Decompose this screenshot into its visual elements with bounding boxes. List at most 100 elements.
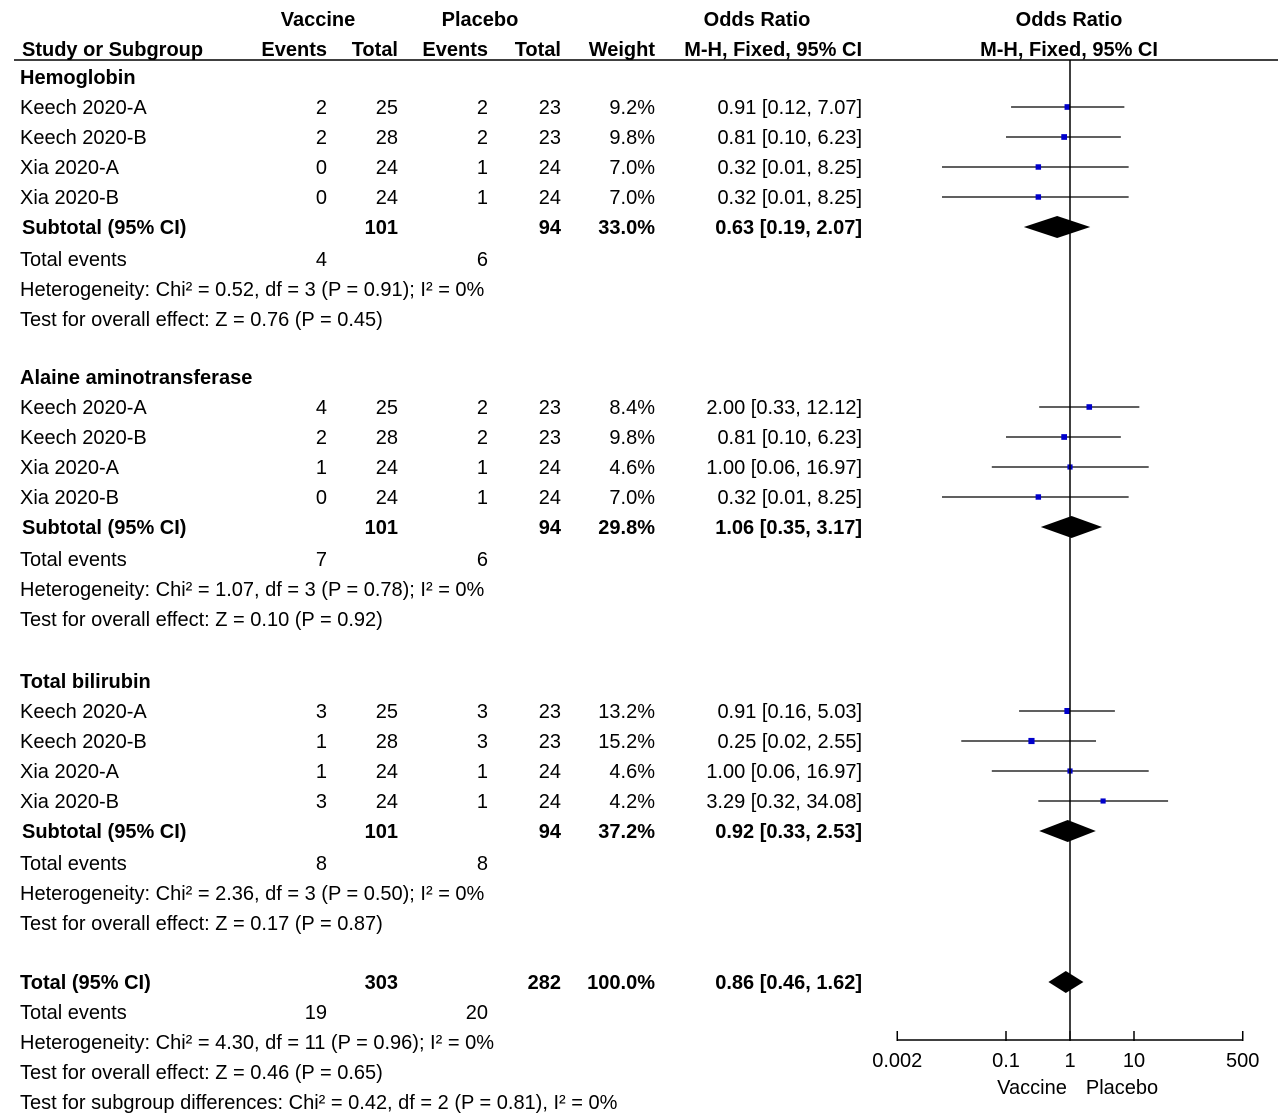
- point-estimate-5: [1086, 404, 1093, 410]
- subgroup-3-subtotal-weight: 37.2%: [598, 821, 655, 843]
- weight-10: 15.2%: [598, 731, 655, 753]
- placebo-total-header: Total: [515, 39, 561, 61]
- total-events-label: Total events: [20, 1002, 127, 1024]
- vaccine-total-7: 24: [376, 457, 398, 479]
- subgroup-2-total-events-label: Total events: [20, 549, 127, 571]
- subgroup-1-overall-effect: Test for overall effect: Z = 0.76 (P = 0…: [20, 309, 383, 331]
- study-name-1: Keech 2020-A: [20, 97, 147, 119]
- point-estimate-1: [1064, 104, 1071, 110]
- placebo-total-9: 23: [539, 701, 561, 723]
- study-name-5: Keech 2020-A: [20, 397, 147, 419]
- vaccine-events-10: 1: [316, 731, 327, 753]
- favours-vaccine-label: Vaccine: [997, 1077, 1067, 1099]
- vaccine-events-5: 4: [316, 397, 327, 419]
- placebo-events-3: 1: [477, 157, 488, 179]
- odds-ratio-ci-3: 0.32 [0.01, 8.25]: [717, 157, 862, 179]
- placebo-events-2: 2: [477, 127, 488, 149]
- subgroup-3-total-events-placebo: 8: [477, 853, 488, 875]
- subgroup-1-subtotal-label: Subtotal (95% CI): [22, 217, 186, 239]
- vaccine-events-7: 1: [316, 457, 327, 479]
- total-diamond: [1048, 971, 1084, 993]
- vaccine-total-12: 24: [376, 791, 398, 813]
- subgroup-2-overall-effect: Test for overall effect: Z = 0.10 (P = 0…: [20, 609, 383, 631]
- placebo-total-6: 23: [539, 427, 561, 449]
- placebo-header: Placebo: [442, 9, 519, 31]
- vaccine-events-9: 3: [316, 701, 327, 723]
- odds-ratio-ci-7: 1.00 [0.06, 16.97]: [706, 457, 862, 479]
- placebo-total-4: 24: [539, 187, 561, 209]
- placebo-events-header: Events: [422, 39, 488, 61]
- study-name-11: Xia 2020-A: [20, 761, 120, 783]
- weight-5: 8.4%: [609, 397, 655, 419]
- total-vaccine-total: 303: [365, 972, 398, 994]
- plot-odds-ratio-header: Odds Ratio: [1016, 9, 1123, 31]
- placebo-total-8: 24: [539, 487, 561, 509]
- method-header: M-H, Fixed, 95% CI: [684, 39, 862, 61]
- odds-ratio-ci-5: 2.00 [0.33, 12.12]: [706, 397, 862, 419]
- point-estimate-6: [1061, 434, 1068, 440]
- study-name-7: Xia 2020-A: [20, 457, 120, 479]
- subgroup-2-subtotal-placebo-total: 94: [539, 517, 562, 539]
- subgroup-1-subtotal-diamond: [1023, 216, 1091, 238]
- subgroup-3-subtotal-placebo-total: 94: [539, 821, 562, 843]
- placebo-events-1: 2: [477, 97, 488, 119]
- subgroup-2-heterogeneity: Heterogeneity: Chi² = 1.07, df = 3 (P = …: [20, 579, 485, 601]
- placebo-events-7: 1: [477, 457, 488, 479]
- weight-12: 4.2%: [609, 791, 655, 813]
- point-estimate-9: [1064, 708, 1071, 714]
- placebo-events-9: 3: [477, 701, 488, 723]
- odds-ratio-ci-4: 0.32 [0.01, 8.25]: [717, 187, 862, 209]
- vaccine-total-4: 24: [376, 187, 398, 209]
- vaccine-total-6: 28: [376, 427, 398, 449]
- x-tick-label-5: 500: [1226, 1050, 1259, 1072]
- vaccine-events-12: 3: [316, 791, 327, 813]
- subgroup-2-subtotal-label: Subtotal (95% CI): [22, 517, 186, 539]
- subgroup-3-subtotal-vaccine-total: 101: [365, 821, 398, 843]
- subgroup-differences: Test for subgroup differences: Chi² = 0.…: [20, 1092, 618, 1114]
- point-estimate-3: [1035, 164, 1042, 170]
- vaccine-events-6: 2: [316, 427, 327, 449]
- subgroup-3-subtotal-label: Subtotal (95% CI): [22, 821, 186, 843]
- x-tick-label-4: 10: [1123, 1050, 1145, 1072]
- odds-ratio-ci-12: 3.29 [0.32, 34.08]: [706, 791, 862, 813]
- subgroup-2-subtotal-diamond: [1040, 516, 1103, 538]
- subgroup-2-subtotal-ci: 1.06 [0.35, 3.17]: [715, 517, 862, 539]
- odds-ratio-header: Odds Ratio: [704, 9, 811, 31]
- odds-ratio-ci-11: 1.00 [0.06, 16.97]: [706, 761, 862, 783]
- weight-9: 13.2%: [598, 701, 655, 723]
- subgroup-1-subtotal-vaccine-total: 101: [365, 217, 398, 239]
- vaccine-total-9: 25: [376, 701, 398, 723]
- study-name-4: Xia 2020-B: [20, 187, 119, 209]
- placebo-events-12: 1: [477, 791, 488, 813]
- total-overall-effect: Test for overall effect: Z = 0.46 (P = 0…: [20, 1062, 383, 1084]
- placebo-total-1: 23: [539, 97, 561, 119]
- subgroup-1-total-events-vaccine: 4: [316, 249, 327, 271]
- placebo-total-12: 24: [539, 791, 561, 813]
- subgroup-2-subtotal-vaccine-total: 101: [365, 517, 398, 539]
- subgroup-2-total-events-placebo: 6: [477, 549, 488, 571]
- subgroup-1-title: Hemoglobin: [20, 67, 136, 89]
- point-estimate-10: [1028, 737, 1035, 745]
- x-tick-label-1: 0.002: [872, 1050, 922, 1072]
- vaccine-events-8: 0: [316, 487, 327, 509]
- total-weight: 100.0%: [587, 972, 655, 994]
- placebo-total-2: 23: [539, 127, 561, 149]
- odds-ratio-ci-1: 0.91 [0.12, 7.07]: [717, 97, 862, 119]
- weight-1: 9.2%: [609, 97, 655, 119]
- subgroup-2-title: Alaine aminotransferase: [20, 367, 252, 389]
- placebo-events-4: 1: [477, 187, 488, 209]
- plot-method-header: M-H, Fixed, 95% CI: [980, 39, 1158, 61]
- study-name-3: Xia 2020-A: [20, 157, 120, 179]
- total-heterogeneity: Heterogeneity: Chi² = 4.30, df = 11 (P =…: [20, 1032, 494, 1054]
- total-events-placebo: 20: [466, 1002, 488, 1024]
- study-name-2: Keech 2020-B: [20, 127, 147, 149]
- weight-4: 7.0%: [609, 187, 655, 209]
- odds-ratio-ci-2: 0.81 [0.10, 6.23]: [717, 127, 862, 149]
- placebo-total-5: 23: [539, 397, 561, 419]
- vaccine-header: Vaccine: [281, 9, 356, 31]
- weight-8: 7.0%: [609, 487, 655, 509]
- odds-ratio-ci-9: 0.91 [0.16, 5.03]: [717, 701, 862, 723]
- subgroup-1-subtotal-ci: 0.63 [0.19, 2.07]: [715, 217, 862, 239]
- vaccine-total-header: Total: [352, 39, 398, 61]
- vaccine-total-8: 24: [376, 487, 398, 509]
